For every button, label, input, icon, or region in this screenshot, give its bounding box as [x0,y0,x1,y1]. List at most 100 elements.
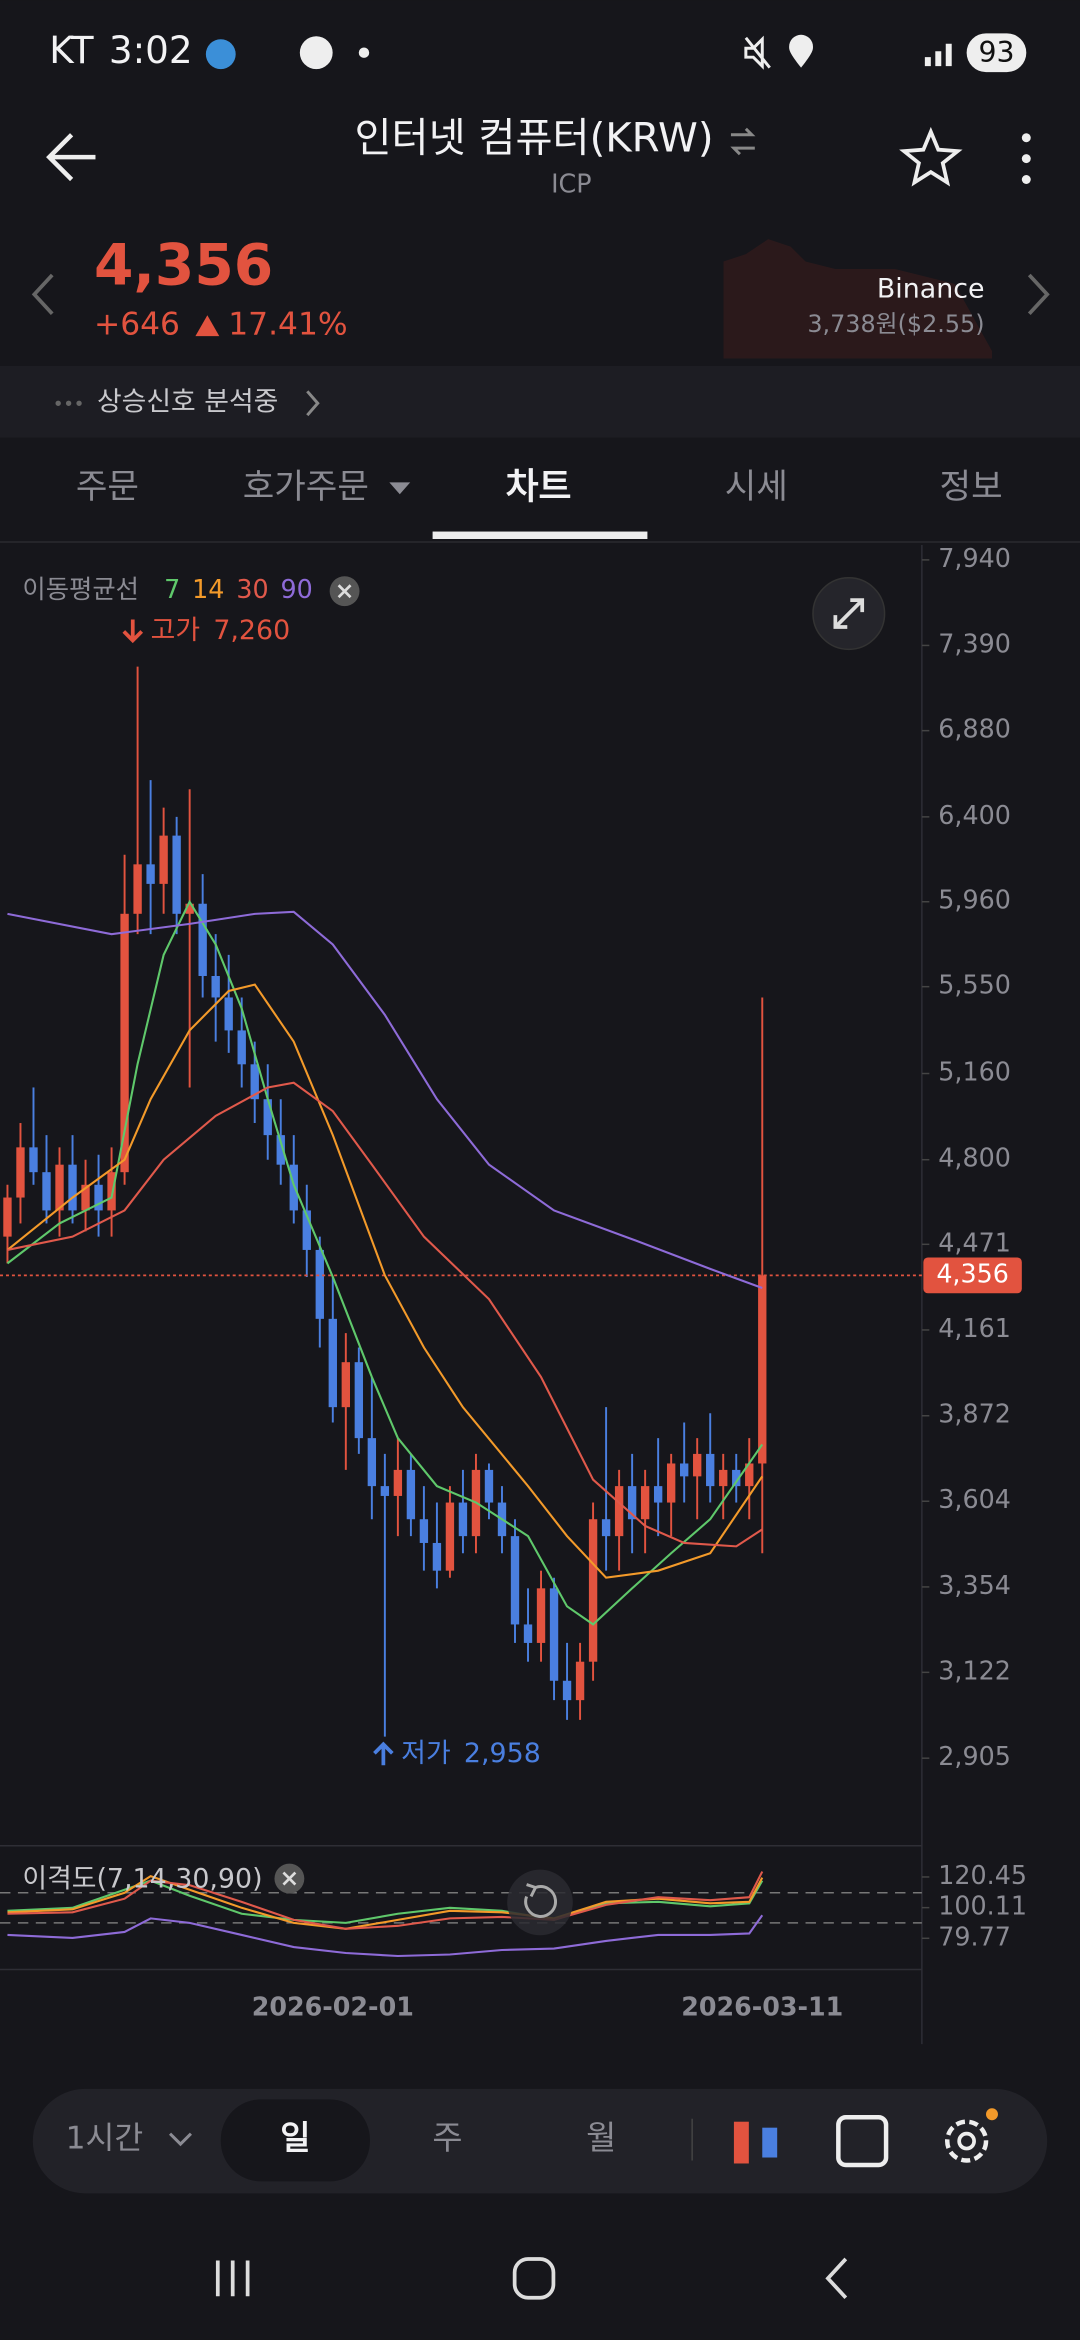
more-button[interactable] [1021,133,1031,184]
y-tick-label: 5,960 [938,885,1011,915]
candle-body [224,997,233,1031]
ma-line [7,1914,764,1958]
reset-button[interactable] [507,1869,573,1936]
x-tick-label: 2026-03-11 [681,1991,843,2021]
close-icon [337,584,352,599]
y-tick-label: 79.77 [938,1921,1011,1951]
candle-body [719,1469,728,1487]
close-icon [282,1871,297,1886]
candle-body [693,1453,702,1477]
candle-body [758,1275,767,1464]
dropdown-icon [389,482,411,495]
tab[interactable]: 주문 [76,467,139,507]
tab[interactable]: 호가주문 [243,467,369,507]
last-price-label: 4,356 [936,1258,1009,1288]
interval[interactable]: 월 [586,2119,616,2157]
candle-body [185,903,194,914]
interval[interactable]: 일 [280,2119,310,2157]
low-label: 저가 [401,1738,450,1769]
candle-body [653,1486,663,1503]
exchange: Binance [877,273,985,304]
candle-body [575,1661,585,1701]
legend-title: 이동평균선 [22,574,139,604]
candle-body [120,913,129,1173]
reset-icon [524,1883,557,1918]
back[interactable] [825,2257,848,2299]
high-arrow [122,619,144,644]
candle-body [588,1519,598,1662]
ma-line [7,1871,764,1930]
location-icon [789,34,813,68]
tab[interactable]: 정보 [940,467,1003,507]
status-icon [358,47,370,58]
candle-body [627,1486,637,1520]
signal-icon [924,43,952,67]
candle-body [81,1184,90,1211]
candle-body [198,903,207,976]
tab-active[interactable]: 차트 [506,466,572,507]
candle-body [536,1588,546,1643]
candle-body [107,1172,116,1211]
plot: 7,940 7,390 6,880 6,400 5,960 5,550 5,160 4,800… [0,543,1027,2021]
home[interactable] [512,2257,556,2300]
dropdown-icon [169,2132,192,2147]
back-button[interactable] [46,133,96,182]
candle-body [601,1519,611,1537]
candle-body [276,1135,285,1165]
candle-body [367,1438,377,1487]
settings-button[interactable] [945,2119,989,2163]
legend-entry: 90 [281,574,313,604]
recent-apps[interactable] [215,2260,250,2297]
high-value: 7,260 [213,615,290,646]
candle-body [16,1147,25,1198]
tab[interactable]: 시세 [725,467,788,507]
candle-body [510,1536,520,1625]
candle-body [250,1064,259,1100]
expand-icon [833,598,865,629]
status-icon [205,39,236,70]
y-tick-label: 120.45 [938,1860,1027,1890]
drawing-button[interactable] [836,2115,889,2168]
candle-body [159,835,168,884]
legend-entry: 30 [236,574,268,604]
favorite-button[interactable] [899,126,963,187]
ma-line [7,1875,764,1930]
y-tick-label: 4,471 [938,1227,1011,1257]
y-tick-label: 6,400 [938,800,1011,830]
candle-body [406,1469,416,1520]
candle-body [445,1502,455,1571]
high-label: 고가 [151,615,200,646]
x-tick-label: 2026-02-01 [252,1991,414,2021]
signal-text: 상승신호 분석중 [97,387,278,418]
candle-body [614,1486,624,1537]
candle-body [354,1362,364,1439]
y-tick-label: 3,604 [938,1484,1011,1514]
interval-selected [220,2099,370,2182]
prev-coin[interactable] [31,273,54,316]
up-arrow [195,315,220,337]
battery [966,33,1027,73]
y-tick-label: 4,800 [938,1143,1011,1173]
interval[interactable]: 주 [432,2119,462,2157]
candle-body [55,1164,64,1211]
candle-body [549,1588,559,1681]
last-price-badge [923,1257,1022,1294]
signal-row[interactable] [0,365,1080,438]
candle-body [680,1463,689,1477]
next-coin[interactable] [1027,273,1050,316]
candle-body [289,1164,298,1211]
candle-body [94,1184,103,1211]
candle-body [133,864,142,914]
legend-entry: 14 [192,574,224,604]
settings-icon [957,2131,976,2151]
chevron [306,390,320,417]
mute-icon [744,35,771,70]
candle-body [3,1197,12,1237]
chart-type-button[interactable] [733,2121,778,2164]
tab-indicator [432,531,648,540]
swap-icon[interactable] [730,127,756,156]
interval[interactable]: 1시간 [66,2121,144,2157]
candle-body [29,1147,38,1173]
y-tick-label: 5,550 [938,970,1011,1000]
